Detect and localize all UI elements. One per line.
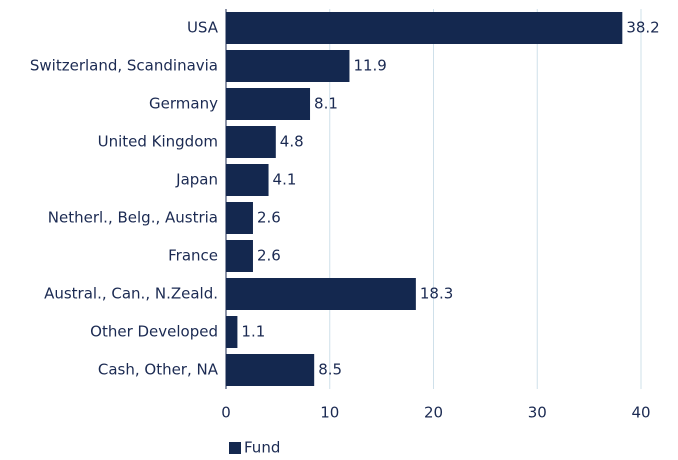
value-label: 8.1 <box>314 95 338 113</box>
bar <box>226 50 350 82</box>
bar <box>226 278 416 310</box>
bar <box>226 12 623 44</box>
y-tick-label: Japan <box>175 171 218 189</box>
x-tick-label: 40 <box>631 404 650 422</box>
value-label: 4.1 <box>273 171 297 189</box>
y-tick-label: USA <box>187 19 219 37</box>
y-tick-label: Austral., Can., N.Zeald. <box>44 285 218 303</box>
x-tick-label: 0 <box>221 404 231 422</box>
value-label: 8.5 <box>318 361 342 379</box>
y-tick-label: Cash, Other, NA <box>98 361 219 379</box>
bar <box>226 164 269 196</box>
y-tick-label: United Kingdom <box>98 133 218 151</box>
value-label: 11.9 <box>353 57 386 75</box>
bar <box>226 126 276 158</box>
value-label: 4.8 <box>280 133 304 151</box>
value-label: 38.2 <box>626 19 659 37</box>
y-tick-label: Netherl., Belg., Austria <box>48 209 218 227</box>
y-tick-label: Germany <box>149 95 218 113</box>
bar <box>226 240 253 272</box>
x-tick-label: 30 <box>528 404 547 422</box>
value-label: 1.1 <box>241 323 265 341</box>
bar <box>226 316 238 348</box>
x-tick-label: 20 <box>424 404 443 422</box>
value-label: 2.6 <box>257 209 281 227</box>
legend-swatch <box>229 442 241 454</box>
value-label: 18.3 <box>420 285 453 303</box>
bar <box>226 354 315 386</box>
y-tick-label: Other Developed <box>90 323 218 341</box>
y-tick-label: France <box>168 247 218 265</box>
legend-label: Fund <box>244 439 280 457</box>
bar <box>226 202 253 234</box>
bar <box>226 88 311 120</box>
y-tick-label: Switzerland, Scandinavia <box>30 57 218 75</box>
value-label: 2.6 <box>257 247 281 265</box>
x-tick-label: 10 <box>320 404 339 422</box>
